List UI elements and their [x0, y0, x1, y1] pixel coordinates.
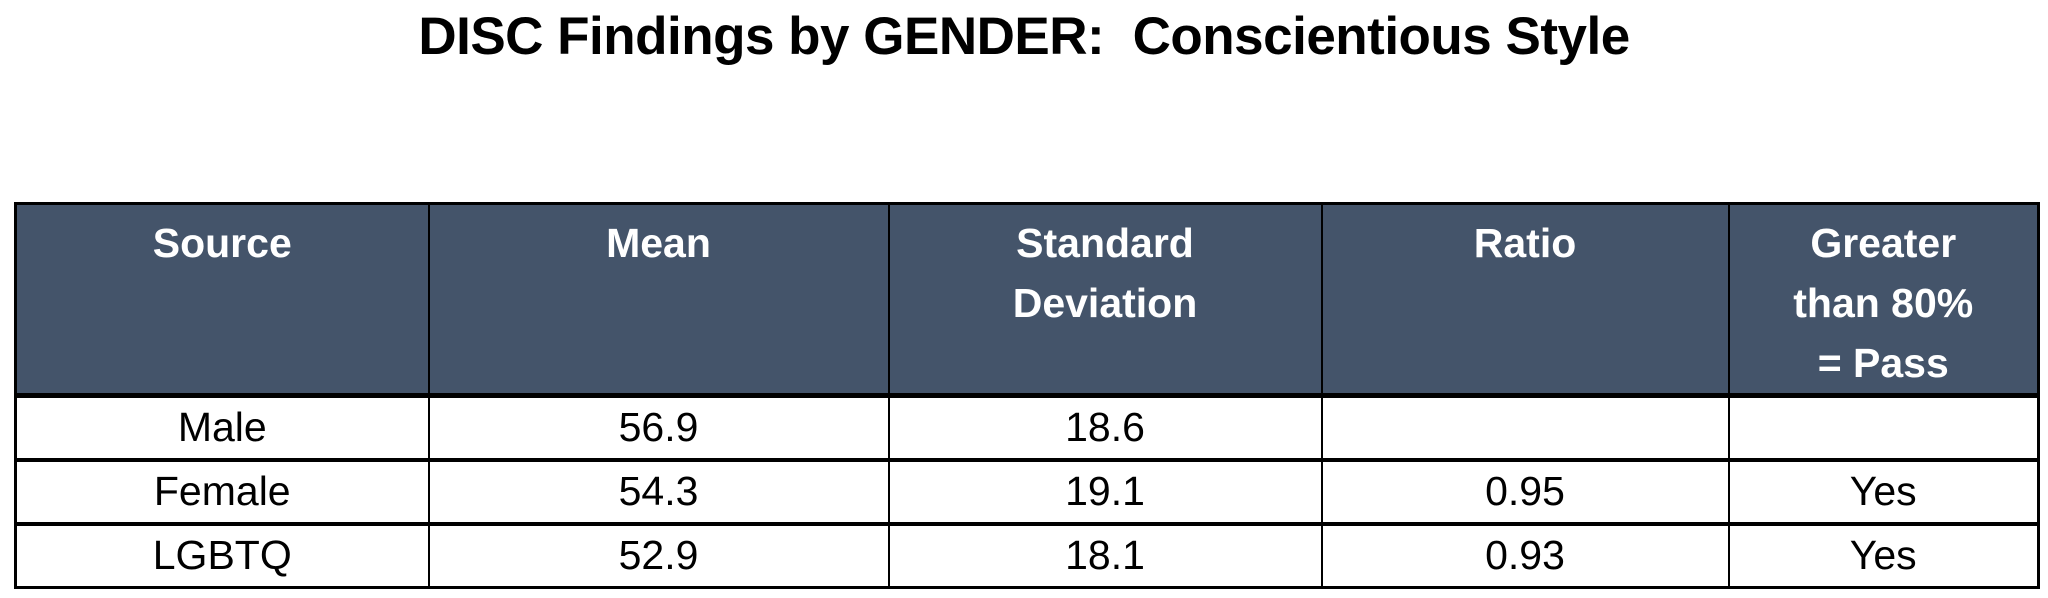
cell-source: Male	[14, 393, 430, 462]
column-header-mean: Mean	[427, 202, 890, 398]
page-title: DISC Findings by GENDER: Conscientious S…	[418, 7, 1630, 66]
cell-mean: 54.3	[427, 457, 890, 526]
cell-source: Female	[14, 457, 430, 526]
table-row-lgbtq: LGBTQ 52.9 18.1 0.93 Yes	[14, 521, 2040, 589]
cell-pass: Yes	[1727, 457, 2040, 526]
column-header-ratio: Ratio	[1320, 202, 1730, 398]
cell-ratio	[1320, 393, 1730, 462]
cell-std-dev: 18.6	[887, 393, 1323, 462]
disc-findings-table: Source Mean Standard Deviation Ratio Gre…	[14, 202, 2040, 589]
table-row-female: Female 54.3 19.1 0.95 Yes	[14, 457, 2040, 526]
cell-source: LGBTQ	[14, 521, 430, 589]
cell-pass	[1727, 393, 2040, 462]
cell-mean: 52.9	[427, 521, 890, 589]
table-row-male: Male 56.9 18.6	[14, 393, 2040, 462]
column-header-pass: Greater than 80% = Pass	[1727, 202, 2040, 398]
cell-ratio: 0.95	[1320, 457, 1730, 526]
column-header-source: Source	[14, 202, 430, 398]
column-header-std-dev: Standard Deviation	[887, 202, 1323, 398]
table-header-row: Source Mean Standard Deviation Ratio Gre…	[14, 202, 2040, 398]
cell-mean: 56.9	[427, 393, 890, 462]
cell-pass: Yes	[1727, 521, 2040, 589]
cell-std-dev: 18.1	[887, 521, 1323, 589]
cell-ratio: 0.93	[1320, 521, 1730, 589]
cell-std-dev: 19.1	[887, 457, 1323, 526]
